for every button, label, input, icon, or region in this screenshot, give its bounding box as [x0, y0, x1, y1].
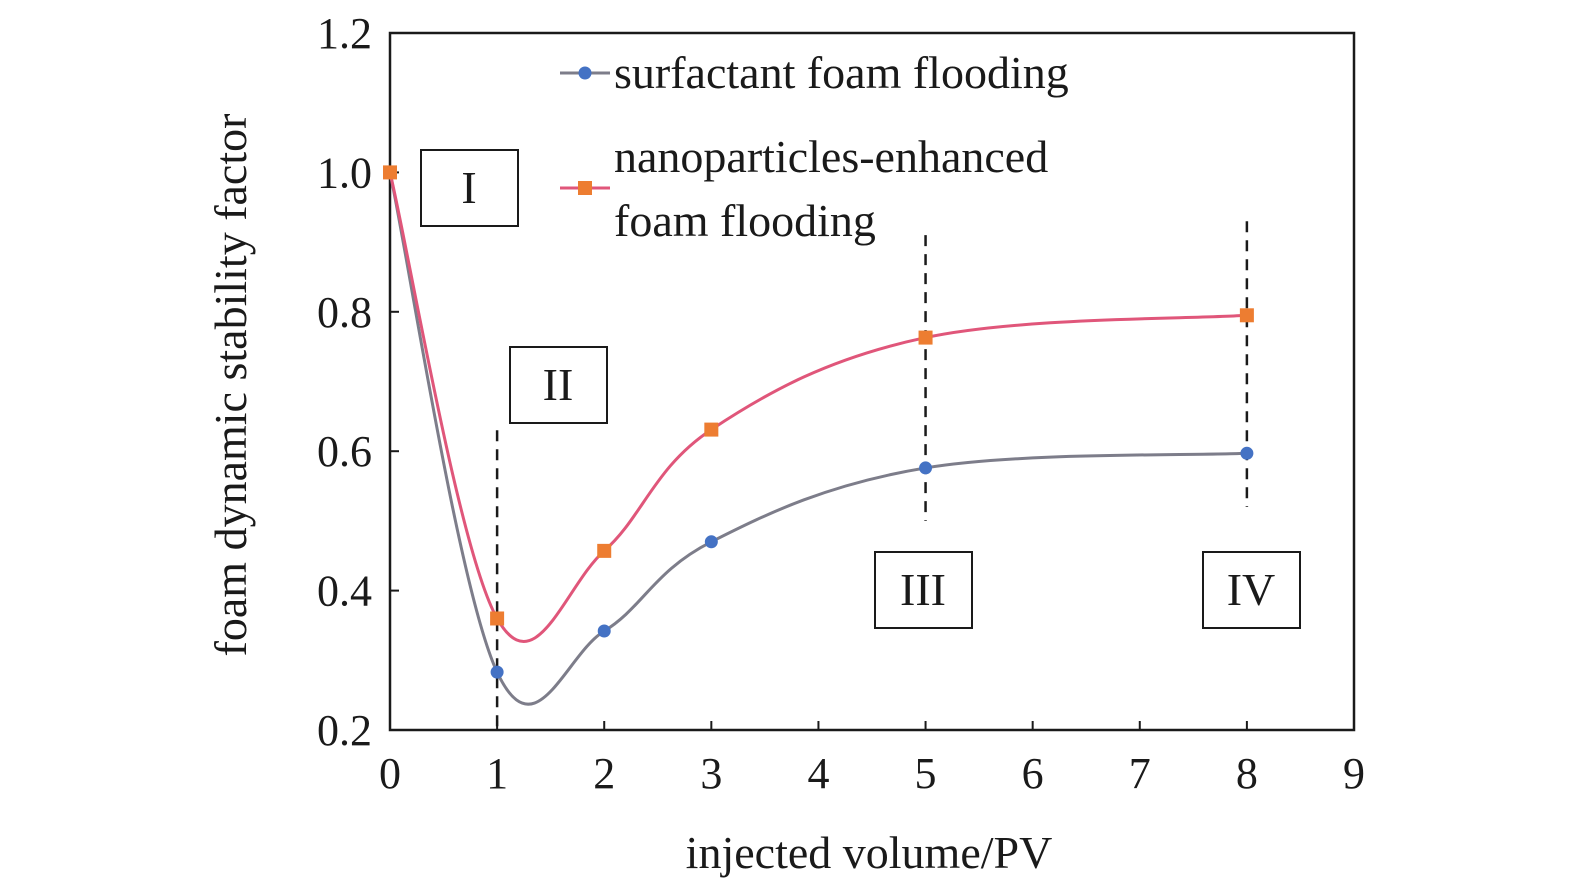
series-line-0 [388, 172, 1247, 706]
legend-marker-surfactant [578, 66, 592, 80]
y-tick-label: 0.8 [317, 288, 372, 337]
legend-label-nanoparticles-line1: nanoparticles-enhanced [614, 131, 1048, 182]
y-tick-label: 1.2 [317, 9, 372, 58]
x-axis: 0 1 2 3 4 5 6 7 8 9 [379, 721, 1365, 798]
data-point-square [383, 165, 397, 180]
data-point-circle [490, 665, 504, 679]
y-tick-label: 0.4 [317, 567, 372, 616]
y-tick-label: 1.0 [317, 148, 372, 197]
y-axis: 0.2 0.4 0.6 0.8 1.0 1.2 [317, 9, 399, 755]
region-box-III [874, 551, 973, 629]
x-tick-label: 9 [1343, 749, 1365, 798]
legend-item-nanoparticles: nanoparticles-enhanced foam flooding [560, 131, 1048, 246]
x-tick-label: 7 [1129, 749, 1151, 798]
data-point-square [1239, 308, 1254, 323]
region-label-III: III [874, 551, 973, 629]
y-tick-label: 0.6 [317, 427, 372, 476]
x-tick-label: 2 [593, 749, 615, 798]
region-box-II [509, 346, 608, 424]
data-point-circle [704, 535, 718, 549]
data-point-square [490, 611, 505, 626]
data-point-square [918, 330, 933, 345]
x-tick-label: 0 [379, 749, 401, 798]
region-box-IV [1202, 551, 1301, 629]
data-point-circle [597, 624, 611, 638]
legend-item-surfactant: surfactant foam flooding [560, 47, 1069, 98]
legend-marker-nanoparticles [578, 181, 592, 195]
series-layer [383, 165, 1254, 706]
legend: surfactant foam flooding nanoparticles-e… [560, 47, 1069, 246]
x-tick-label: 4 [807, 749, 829, 798]
x-tick-label: 3 [700, 749, 722, 798]
region-text-II: II [543, 359, 574, 410]
x-tick-label: 1 [486, 749, 508, 798]
x-tick-label: 5 [915, 749, 937, 798]
data-point-square [704, 422, 719, 437]
legend-label-surfactant: surfactant foam flooding [614, 47, 1069, 98]
data-point-square [597, 543, 612, 558]
region-label-IV: IV [1202, 551, 1301, 629]
series-line-1 [388, 172, 1247, 643]
region-box-I [420, 149, 519, 227]
stage-dividers [495, 221, 1249, 730]
data-point-circle [1240, 446, 1254, 460]
data-point-circle [919, 461, 933, 475]
region-text-III: III [900, 564, 946, 615]
region-text-IV: IV [1227, 564, 1276, 615]
y-tick-label: 0.2 [317, 706, 372, 755]
legend-label-nanoparticles-line2: foam flooding [614, 195, 876, 246]
region-label-II: II [509, 346, 608, 424]
x-tick-label: 6 [1022, 749, 1044, 798]
plot-frame [388, 31, 1356, 732]
region-label-I: I [420, 149, 519, 227]
x-axis-title: injected volume/PV [686, 827, 1053, 878]
x-tick-label: 8 [1236, 749, 1258, 798]
y-axis-title: foam dynamic stability factor [205, 114, 256, 657]
region-text-I: I [461, 162, 476, 213]
